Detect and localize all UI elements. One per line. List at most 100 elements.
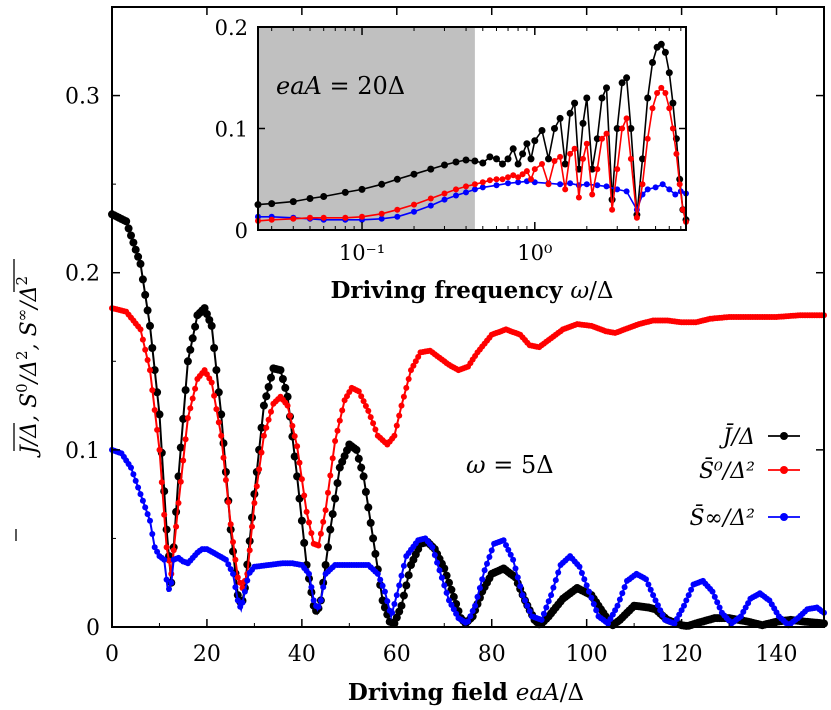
main-data-point [357, 463, 366, 472]
inset-data-point [289, 198, 297, 206]
inset-data-point [394, 206, 401, 213]
main-data-point [392, 613, 401, 622]
main-data-point [586, 588, 592, 595]
main-data-point [372, 426, 379, 433]
main-data-point [583, 582, 590, 589]
main-data-point [211, 392, 218, 399]
inset-y-tick-label: 0 [235, 219, 248, 243]
inset-series-line [257, 43, 687, 221]
main-data-point [685, 592, 692, 599]
inset-data-point [639, 155, 646, 163]
main-data-point [170, 547, 177, 554]
inset-data-point [359, 213, 365, 220]
main-data-point [306, 519, 312, 526]
main-data-point [403, 384, 410, 391]
inset-data-point [531, 137, 539, 145]
main-data-point [593, 607, 600, 614]
inset-data-point [378, 180, 386, 188]
main-data-point [154, 426, 161, 433]
inset-data-point [579, 119, 587, 127]
inset-data-point [479, 159, 487, 167]
main-data-point [742, 604, 749, 611]
main-data-point [436, 567, 443, 574]
inset-data-point [571, 99, 579, 107]
legend-label: J̄/Δ [719, 423, 755, 450]
main-data-point [358, 393, 365, 400]
main-data-point [381, 588, 388, 595]
x-tick-label: 0 [105, 642, 119, 667]
main-data-point [374, 570, 381, 577]
main-data-point [711, 593, 718, 600]
legend-marker [780, 466, 788, 474]
main-data-point [249, 523, 255, 530]
inset-data-point [598, 94, 606, 102]
main-data-point [317, 597, 324, 604]
inset-y-tick-label: 0.1 [215, 118, 248, 142]
main-data-point [397, 601, 406, 610]
main-data-point [519, 592, 526, 599]
main-data-point [306, 570, 312, 577]
inset-data-point [358, 185, 366, 193]
inset-data-point [471, 157, 479, 165]
main-data-point [476, 585, 483, 591]
main-data-point [647, 586, 654, 593]
main-data-point [548, 592, 555, 599]
inset-data-point [661, 48, 669, 56]
main-data-point [144, 511, 151, 518]
main-data-point [673, 616, 680, 622]
main-data-point [267, 373, 275, 382]
main-data-point [175, 500, 182, 506]
inset-data-point [669, 125, 676, 132]
main-data-point [315, 542, 322, 549]
y-tick-label: 0 [86, 616, 100, 641]
inset-data-point [623, 115, 630, 122]
main-data-point [127, 231, 135, 240]
inset-data-point [479, 184, 486, 191]
inset-data-point [658, 84, 665, 91]
main-data-point [225, 499, 232, 506]
main-data-point [177, 478, 184, 485]
y-label-s0: S0/Δ2, [13, 336, 42, 407]
main-data-point [517, 583, 524, 590]
main-data-point [481, 567, 488, 574]
legend-marker [780, 432, 788, 440]
omega-annotation: ω = 5Δ [466, 451, 554, 479]
main-data-point [129, 238, 138, 247]
main-data-point [310, 597, 317, 604]
main-data-point [366, 518, 375, 527]
inset-data-point [510, 172, 517, 179]
inset-data-point [393, 175, 401, 183]
main-data-point [289, 422, 296, 429]
main-data-point [176, 443, 185, 452]
main-data-point [336, 417, 343, 424]
inset-data-point [627, 125, 635, 132]
main-data-point [210, 344, 219, 352]
inset-data-point [623, 74, 631, 82]
main-data-point [369, 534, 378, 543]
inset-data-point [669, 99, 677, 107]
main-data-point [643, 576, 649, 583]
main-data-point [173, 523, 180, 530]
main-data-point [149, 387, 156, 394]
inset-data-point [614, 186, 621, 193]
main-data-point [590, 601, 597, 607]
main-data-point [215, 419, 222, 426]
main-data-point [671, 620, 678, 627]
main-data-point [131, 245, 140, 254]
main-data-point [486, 554, 493, 560]
main-data-point [332, 438, 339, 444]
main-data-point [324, 543, 332, 552]
inset-data-point [505, 174, 511, 181]
main-data-point [359, 472, 368, 481]
inset-data-point [562, 186, 569, 193]
inset-data-point [567, 150, 574, 157]
main-data-point [181, 386, 190, 395]
inset-data-point [654, 90, 661, 96]
main-data-point [507, 551, 514, 558]
main-data-point [371, 549, 380, 558]
main-data-point [393, 422, 400, 429]
main-data-point [607, 616, 614, 622]
main-data-point [301, 492, 308, 499]
main-data-point [128, 464, 134, 471]
inset-data-point [556, 114, 564, 122]
